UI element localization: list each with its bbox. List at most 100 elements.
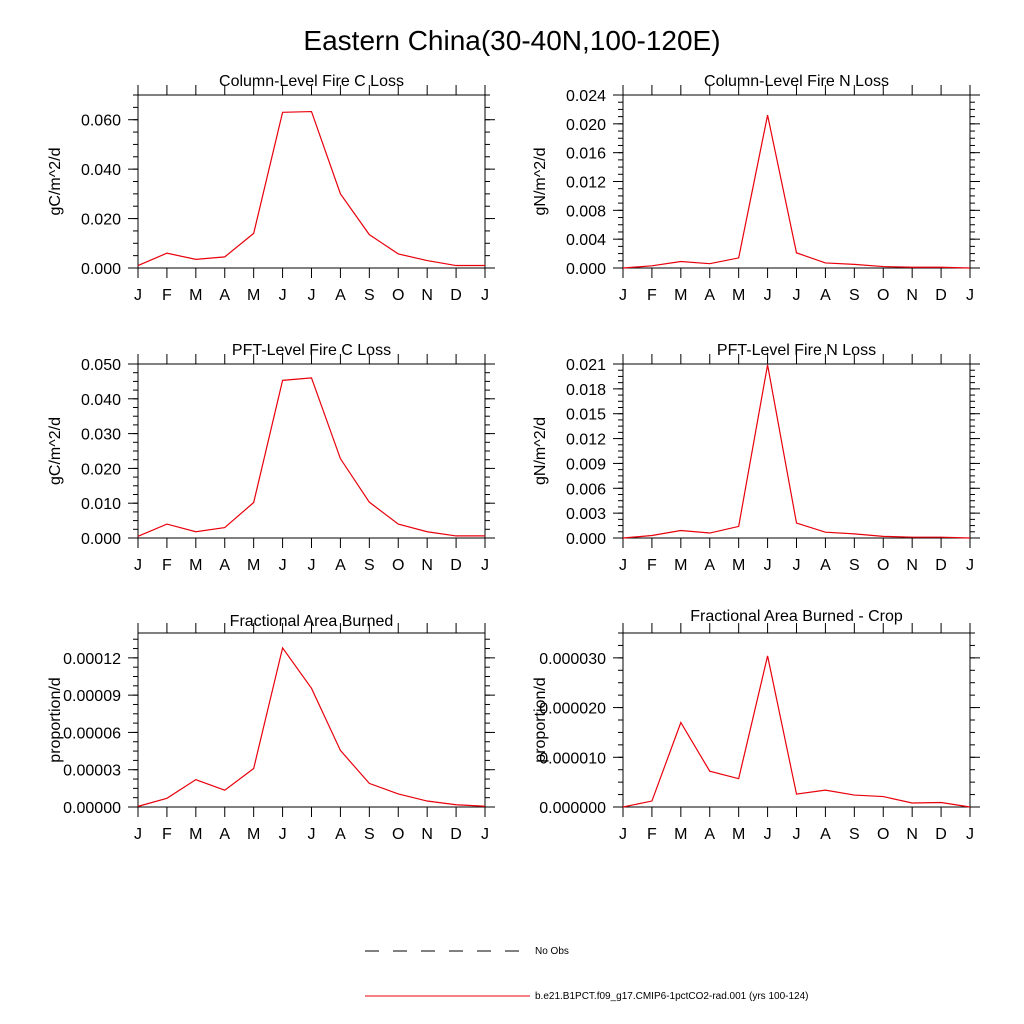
x-tick-label: F [162,287,172,304]
x-tick-label: S [849,826,860,843]
series-line [622,364,971,539]
x-tick-label: F [647,287,657,304]
x-tick-label: D [935,826,947,843]
panel-title: PFT-Level Fire N Loss [717,342,876,359]
y-tick-label: 0.00009 [63,688,121,705]
series-line [137,110,485,267]
y-tick-label: 0.024 [566,88,606,105]
x-tick-label: A [820,557,831,574]
x-tick-label: J [619,287,627,304]
y-tick-label: 0.050 [81,357,121,374]
x-tick-label: J [308,287,316,304]
y-tick-label: 0.000000 [539,800,606,817]
x-tick-label: J [308,557,316,574]
y-tick-label: 0.040 [81,392,121,409]
y-tick-label: 0.000010 [539,750,606,767]
y-tick-label: 0.040 [81,162,121,179]
y-tick-label: 0.004 [566,232,606,249]
y-tick-label: 0.060 [81,113,121,130]
x-tick-label: M [189,826,202,843]
legend-item-model-run: b.e21.B1PCT.f09_g17.CMIP6-1pctCO2-rad.00… [365,991,808,1002]
y-axis-label: gN/m^2/d [532,417,549,485]
series-line [137,646,486,807]
y-tick-label: 0.012 [566,432,606,449]
x-tick-label: J [308,826,316,843]
x-tick-label: A [704,826,715,843]
x-tick-label: F [647,557,657,574]
x-tick-label: O [392,557,404,574]
x-tick-label: O [392,287,404,304]
x-tick-label: D [450,287,462,304]
x-tick-label: J [279,826,287,843]
y-tick-label: 0.000030 [539,651,606,668]
x-tick-label: D [450,557,462,574]
y-tick-label: 0.020 [81,212,121,229]
series-line [622,655,971,808]
plot-frame [137,632,486,808]
x-tick-label: A [704,557,715,574]
x-tick-label: J [793,557,801,574]
y-tick-label: 0.020 [566,117,606,134]
legend-label-no-obs: No Obs [535,946,569,957]
x-tick-label: M [732,287,745,304]
x-tick-label: J [134,557,142,574]
x-tick-label: A [335,557,346,574]
x-tick-label: J [134,826,142,843]
x-tick-label: J [279,287,287,304]
x-tick-label: J [966,826,974,843]
y-tick-label: 0.003 [566,506,606,523]
plot-frame [137,94,486,269]
legend-label-model-run: b.e21.B1PCT.f09_g17.CMIP6-1pctCO2-rad.00… [535,991,808,1002]
y-tick-label: 0.00006 [63,725,121,742]
y-tick-label: 0.000 [81,531,121,548]
series-line [137,377,485,537]
y-tick-label: 0.006 [566,481,606,498]
y-tick-label: 0.018 [566,382,606,399]
x-tick-label: A [820,287,831,304]
y-tick-label: 0.009 [566,456,606,473]
x-tick-label: M [189,287,202,304]
x-tick-label: N [421,287,433,304]
x-tick-label: S [364,287,375,304]
y-tick-label: 0.00012 [63,651,121,668]
x-tick-label: M [247,287,260,304]
x-tick-label: D [935,557,947,574]
x-tick-label: J [966,287,974,304]
x-tick-label: M [674,557,687,574]
y-tick-label: 0.000 [566,531,606,548]
x-tick-label: N [906,826,918,843]
x-tick-label: J [134,287,142,304]
x-tick-label: A [820,826,831,843]
x-tick-label: F [162,557,172,574]
x-tick-label: M [674,287,687,304]
x-tick-label: M [674,826,687,843]
x-tick-label: J [481,287,489,304]
x-tick-label: M [189,557,202,574]
x-tick-label: M [247,557,260,574]
y-axis-label: proportion/d [47,677,64,762]
x-tick-label: A [219,826,230,843]
y-axis-label: gC/m^2/d [47,417,64,485]
x-tick-label: S [364,557,375,574]
panel-title: Column-Level Fire C Loss [219,73,404,90]
x-tick-label: N [421,826,433,843]
x-tick-label: A [704,287,715,304]
x-tick-label: D [450,826,462,843]
y-tick-label: 0.00003 [63,763,121,780]
y-axis-label: gN/m^2/d [532,148,549,216]
y-tick-label: 0.010 [81,496,121,513]
plot-frame [622,632,971,808]
plot-frame [137,363,486,539]
x-tick-label: S [849,557,860,574]
panel-title: Fractional Area Burned - Crop [690,608,903,625]
x-tick-label: O [877,826,889,843]
x-tick-label: J [793,287,801,304]
y-tick-label: 0.021 [566,357,606,374]
panel-title: PFT-Level Fire C Loss [232,342,391,359]
x-tick-label: J [764,287,772,304]
y-tick-label: 0.000 [566,261,606,278]
x-tick-label: A [219,287,230,304]
